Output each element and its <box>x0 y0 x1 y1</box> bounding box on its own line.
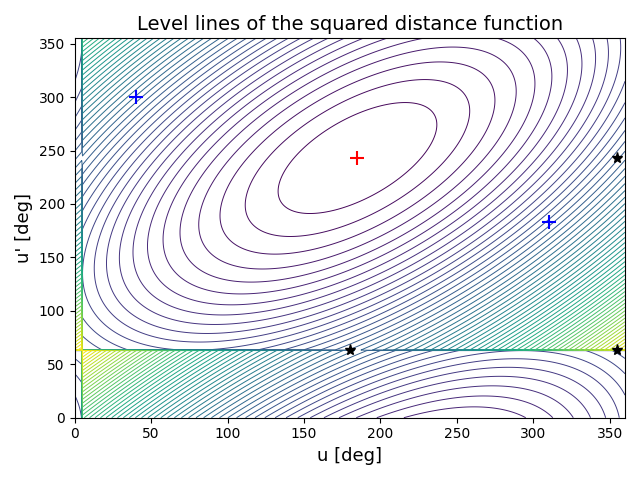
Y-axis label: u' [deg]: u' [deg] <box>15 193 33 263</box>
Title: Level lines of the squared distance function: Level lines of the squared distance func… <box>137 15 563 34</box>
X-axis label: u [deg]: u [deg] <box>317 447 382 465</box>
